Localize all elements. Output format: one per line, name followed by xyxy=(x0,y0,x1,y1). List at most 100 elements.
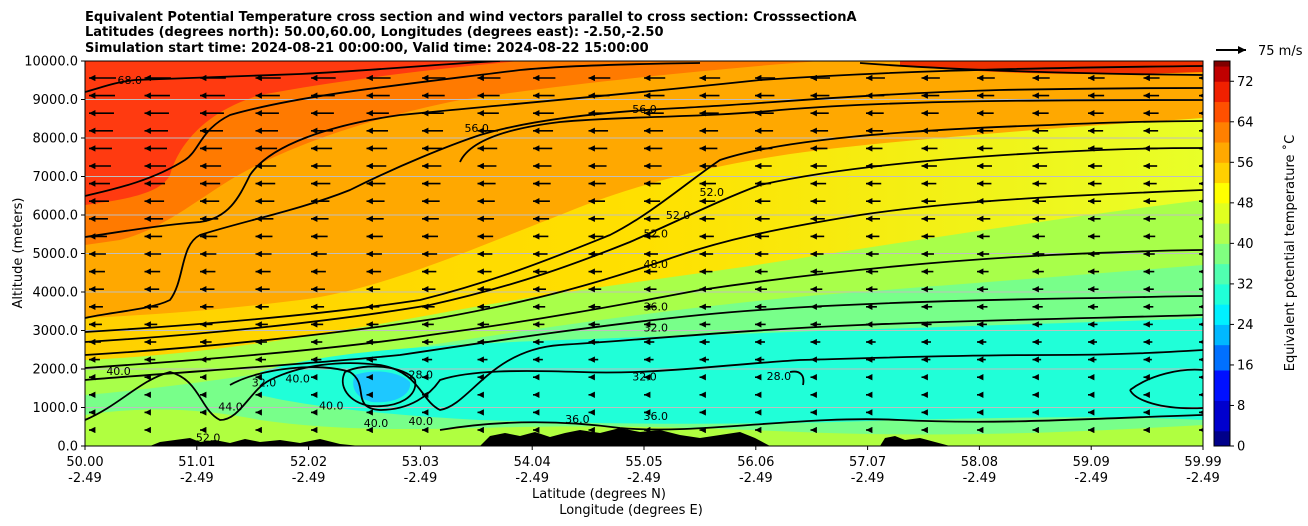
chart-title-line-3: Simulation start time: 2024-08-21 00:00:… xyxy=(85,41,649,56)
contour-label: 40.0 xyxy=(364,417,389,430)
colorbar-tick-label: 56 xyxy=(1237,156,1254,171)
contour-label: 28.0 xyxy=(767,370,792,383)
colorbar-segment xyxy=(1214,299,1230,305)
x-axis: 50.00-2.4951.01-2.4952.02-2.4953.03-2.49… xyxy=(66,446,1222,486)
colorbar-frame xyxy=(1213,60,1231,447)
x-tick-label-lat: 51.01 xyxy=(178,455,215,470)
colorbar-segment xyxy=(1214,400,1230,409)
contour-label: 28.0 xyxy=(408,369,433,382)
chart-title-line-1: Equivalent Potential Temperature cross s… xyxy=(85,10,857,25)
colorbar-tick-label: 8 xyxy=(1237,399,1245,414)
chart-title-line-2: Latitudes (degrees north): 50.00,60.00, … xyxy=(85,25,664,40)
colorbar-segment xyxy=(1214,63,1230,67)
x-axis-label-longitude: Longitude (degrees E) xyxy=(559,503,703,518)
x-tick-label-lat: 55.05 xyxy=(625,455,662,470)
colorbar-segment xyxy=(1214,182,1230,189)
terrain xyxy=(150,428,950,446)
colorbar-segment xyxy=(1214,304,1230,310)
colorbar-tick-label: 32 xyxy=(1237,277,1254,292)
contour-label: 56.0 xyxy=(632,103,657,116)
region-cyan xyxy=(260,318,1203,424)
colorbar-segment xyxy=(1214,61,1230,65)
colorbar-segment xyxy=(1214,314,1230,320)
colorbar-segment xyxy=(1214,172,1230,179)
colorbar-segment xyxy=(1214,136,1230,143)
x-tick-label-lat: 54.04 xyxy=(514,455,551,470)
colorbar-segment xyxy=(1214,263,1230,270)
colorbar-segment xyxy=(1214,385,1230,394)
contour-32-right xyxy=(1129,368,1203,410)
y-tick-label: 0.0 xyxy=(57,440,78,455)
colorbar-segment xyxy=(1214,121,1230,128)
contour-label: 52.0 xyxy=(666,209,691,222)
colorbar-segment xyxy=(1214,283,1230,290)
x-tick-label-lat: 53.03 xyxy=(402,455,439,470)
x-tick-label-lon: -2.49 xyxy=(292,471,326,486)
colorbar-segment xyxy=(1214,228,1230,234)
y-tick-label: 10000.0 xyxy=(24,55,78,70)
x-tick-label-lon: -2.49 xyxy=(68,471,102,486)
x-tick-label-lon: -2.49 xyxy=(627,471,661,486)
x-tick-label-lat: 57.07 xyxy=(849,455,886,470)
x-tick-label-lon: -2.49 xyxy=(1074,471,1108,486)
colorbar-segment xyxy=(1214,212,1230,219)
colorbar-segment xyxy=(1214,142,1230,148)
y-axis-label: Altitude (meters) xyxy=(11,198,26,309)
contour-label: 36.0 xyxy=(644,410,669,423)
colorbar-segment xyxy=(1214,106,1230,113)
y-tick-label: 7000.0 xyxy=(33,170,79,185)
x-tick-label-lon: -2.49 xyxy=(515,471,549,486)
quiver-key: 75 m/s xyxy=(1216,44,1303,59)
contour-label: 44.0 xyxy=(218,401,243,414)
colorbar-segment xyxy=(1214,131,1230,138)
x-tick-label-lat: 56.06 xyxy=(737,455,774,470)
colorbar-segment xyxy=(1214,377,1230,386)
x-tick-label-lon: -2.49 xyxy=(180,471,214,486)
colorbar-tick-label: 16 xyxy=(1237,358,1254,373)
colorbar-segment xyxy=(1214,354,1230,363)
x-tick-label-lat: 59.09 xyxy=(1073,455,1110,470)
colorbar-tick-label: 40 xyxy=(1237,237,1254,252)
colorbar-segment xyxy=(1214,309,1230,315)
colorbar-segment xyxy=(1214,288,1230,295)
colorbar-segment xyxy=(1214,207,1230,214)
contour-label: 68.0 xyxy=(118,74,143,87)
y-tick-label: 8000.0 xyxy=(33,132,79,147)
wind-vectors xyxy=(89,74,1203,434)
region-red xyxy=(85,61,520,205)
contour-32 xyxy=(229,349,1203,411)
colorbar-segment xyxy=(1214,76,1230,82)
colorbar-segment xyxy=(1214,68,1230,72)
colorbar-segment xyxy=(1214,91,1230,97)
colorbar-segment xyxy=(1214,324,1230,330)
y-tick-label: 5000.0 xyxy=(33,247,79,262)
contour-label: 52.0 xyxy=(644,227,669,240)
colorbar-segment xyxy=(1214,438,1230,447)
colorbar-segment xyxy=(1214,334,1230,341)
colorbar-segment xyxy=(1214,423,1230,432)
contour-64 xyxy=(85,62,701,197)
contour-label: 52.0 xyxy=(196,431,221,444)
colorbar-segment xyxy=(1214,162,1230,168)
colorbar-segment xyxy=(1214,238,1230,244)
x-tick-label-lon: -2.49 xyxy=(404,471,438,486)
colorbar-segment xyxy=(1214,268,1230,275)
colorbar-segment xyxy=(1214,253,1230,260)
x-tick-label-lat: 59.99 xyxy=(1184,455,1221,470)
colorbar-segment xyxy=(1214,187,1230,194)
y-tick-label: 3000.0 xyxy=(33,324,79,339)
colorbar-segment xyxy=(1214,258,1230,265)
colorbar-segment xyxy=(1214,243,1230,249)
colorbar-segment xyxy=(1214,66,1230,70)
y-tick-label: 9000.0 xyxy=(33,93,79,108)
colorbar-segment xyxy=(1214,415,1230,424)
colorbar-tick-label: 0 xyxy=(1237,440,1245,455)
colorbar-segment xyxy=(1214,408,1230,417)
colorbar-segment xyxy=(1214,329,1230,336)
colorbar-segment xyxy=(1214,273,1230,280)
colorbar-segment xyxy=(1214,362,1230,371)
colorbar-segment xyxy=(1214,192,1230,199)
x-tick-label-lon: -2.49 xyxy=(963,471,997,486)
contour-28-pocket xyxy=(341,365,417,408)
